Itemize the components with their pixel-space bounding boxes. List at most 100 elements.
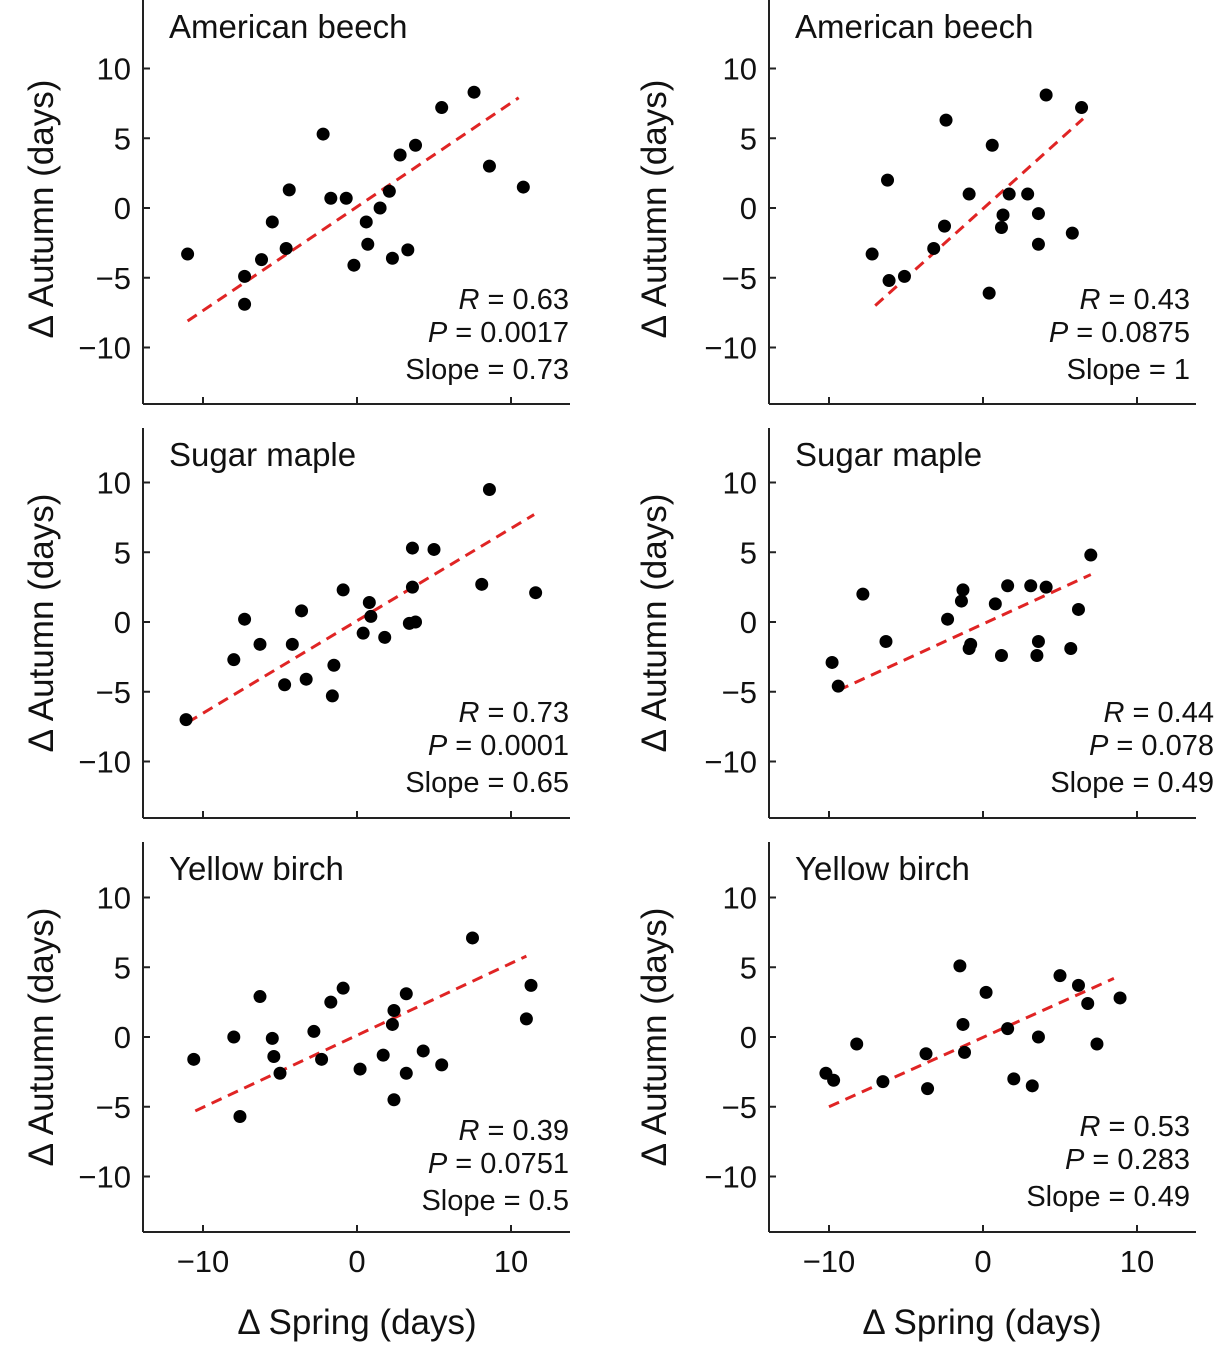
data-point bbox=[994, 221, 1008, 235]
data-point bbox=[825, 655, 839, 669]
data-point bbox=[1021, 187, 1035, 201]
y-tick-label: 10 bbox=[723, 466, 757, 501]
y-tick-label: 0 bbox=[114, 191, 131, 226]
x-tick-label: 10 bbox=[494, 1244, 528, 1279]
data-point bbox=[1024, 579, 1038, 593]
data-point bbox=[265, 1031, 279, 1045]
data-point bbox=[238, 269, 252, 283]
data-point bbox=[1031, 635, 1045, 649]
data-point bbox=[393, 148, 407, 162]
data-point bbox=[382, 184, 396, 198]
data-point bbox=[279, 241, 293, 255]
y-tick-label: 5 bbox=[740, 535, 757, 570]
r-statistic: R = 0.63 bbox=[459, 284, 569, 316]
data-point bbox=[516, 180, 530, 194]
p-statistic: P = 0.078 bbox=[1089, 730, 1214, 762]
scatter-panel: 10 5 0 −5 −10 Sugar maple R = 0.44P = 0.078 Slo… bbox=[704, 428, 1214, 819]
data-point bbox=[1113, 991, 1127, 1005]
x-tick-label: −10 bbox=[177, 1244, 230, 1279]
data-point bbox=[273, 1066, 287, 1080]
y-tick-label: −5 bbox=[96, 1090, 131, 1125]
y-tick-label: 0 bbox=[114, 1020, 131, 1055]
data-point bbox=[1031, 207, 1045, 221]
data-point bbox=[953, 959, 967, 973]
slope-statistic: Slope = 0.65 bbox=[405, 767, 569, 799]
data-point bbox=[1039, 88, 1053, 102]
data-point bbox=[181, 247, 195, 261]
data-point bbox=[307, 1024, 321, 1038]
data-point bbox=[227, 1030, 241, 1044]
x-tick-label: 0 bbox=[348, 1244, 365, 1279]
x-axis-label: Δ Spring (days) bbox=[862, 1303, 1101, 1342]
p-statistic: P = 0.283 bbox=[1065, 1144, 1190, 1176]
y-axis-label: Δ Autumn (days) bbox=[635, 80, 674, 339]
data-point bbox=[1031, 1030, 1045, 1044]
data-point bbox=[227, 653, 241, 667]
data-point bbox=[956, 583, 970, 597]
panel-title: Yellow birch bbox=[169, 850, 344, 887]
y-tick-label: 10 bbox=[723, 881, 757, 916]
data-point bbox=[353, 1062, 367, 1076]
panel-title: American beech bbox=[795, 8, 1033, 45]
data-point bbox=[378, 630, 392, 644]
data-point bbox=[1084, 548, 1098, 562]
y-tick-label: −5 bbox=[722, 675, 757, 710]
x-axis-label: Δ Spring (days) bbox=[237, 1303, 476, 1342]
x-tick-label: 0 bbox=[974, 1244, 991, 1279]
regression-line bbox=[828, 977, 1115, 1109]
y-axis-label: Δ Autumn (days) bbox=[635, 908, 674, 1167]
data-point bbox=[927, 241, 941, 255]
y-tick-label: 5 bbox=[114, 535, 131, 570]
scatter-panel: 10 5 0 −5 −10 American beech R = 0.43P = 0.087… bbox=[704, 0, 1196, 405]
data-point bbox=[364, 609, 378, 623]
y-tick-label: 5 bbox=[740, 121, 757, 156]
r-statistic: R = 0.39 bbox=[459, 1115, 569, 1147]
slope-statistic: Slope = 0.49 bbox=[1026, 1181, 1190, 1213]
data-point bbox=[376, 1048, 390, 1062]
data-point bbox=[324, 191, 338, 205]
data-point bbox=[1090, 1037, 1104, 1051]
slope-statistic: Slope = 0.49 bbox=[1050, 767, 1214, 799]
data-point bbox=[988, 597, 1002, 611]
data-point bbox=[1053, 969, 1067, 983]
data-point bbox=[1030, 648, 1044, 662]
data-point bbox=[339, 191, 353, 205]
data-point bbox=[362, 595, 376, 609]
data-point bbox=[253, 637, 267, 651]
data-point bbox=[831, 679, 845, 693]
regression-line bbox=[194, 954, 528, 1113]
data-point bbox=[996, 208, 1010, 222]
data-point bbox=[865, 247, 879, 261]
data-point bbox=[238, 297, 252, 311]
y-tick-label: −10 bbox=[78, 745, 131, 780]
r-statistic: R = 0.73 bbox=[459, 697, 569, 729]
data-point bbox=[958, 1045, 972, 1059]
data-point bbox=[409, 615, 423, 629]
data-point bbox=[1001, 579, 1015, 593]
data-point bbox=[327, 658, 341, 672]
data-point bbox=[427, 542, 441, 556]
data-point bbox=[282, 183, 296, 197]
data-point bbox=[956, 1017, 970, 1031]
p-statistic: P = 0.0751 bbox=[428, 1148, 569, 1180]
data-point bbox=[856, 587, 870, 601]
data-point bbox=[179, 713, 193, 727]
data-point bbox=[255, 253, 269, 267]
data-point bbox=[385, 1017, 399, 1031]
data-point bbox=[405, 580, 419, 594]
data-point bbox=[278, 678, 292, 692]
data-point bbox=[941, 612, 955, 626]
y-tick-label: −10 bbox=[704, 1160, 757, 1195]
panel-title: Sugar maple bbox=[169, 436, 356, 473]
data-point bbox=[401, 243, 415, 257]
data-point bbox=[921, 1082, 935, 1096]
data-point bbox=[994, 648, 1008, 662]
data-point bbox=[336, 583, 350, 597]
data-point bbox=[316, 127, 330, 141]
data-point bbox=[482, 482, 496, 496]
data-point bbox=[1001, 1022, 1015, 1036]
data-point bbox=[399, 987, 413, 1001]
y-tick-label: 5 bbox=[114, 950, 131, 985]
data-point bbox=[1064, 642, 1078, 656]
